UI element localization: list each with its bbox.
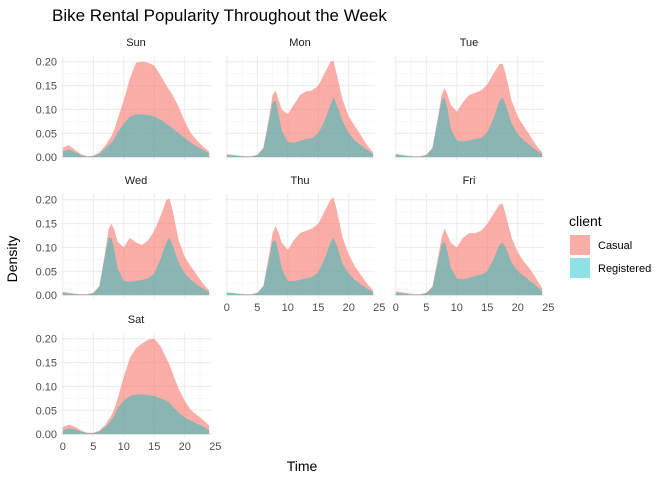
area-casual-tue: [395, 63, 543, 158]
panel-sun: Sun 0.00 0.05 0.10 0.15 0.20: [36, 37, 211, 164]
x-tick-label: 10: [282, 302, 294, 314]
legend-label-casual: Casual: [598, 240, 632, 252]
x-tick-label: 25: [542, 302, 554, 314]
x-tick-label: 5: [423, 302, 429, 314]
x-tick-label: 20: [512, 302, 524, 314]
panel-tue: Tue: [394, 37, 544, 160]
y-tick-label: 0.00: [36, 152, 57, 164]
x-tick-label: 15: [312, 302, 324, 314]
y-tick-label: 0.20: [36, 195, 57, 207]
panel-fri: Fri 0 5 10 15 20 25: [393, 175, 555, 314]
chart-title: Bike Rental Popularity Throughout the We…: [52, 6, 387, 25]
x-tick-label: 5: [254, 302, 260, 314]
panel-mon: Mon: [225, 37, 375, 160]
legend-title: client: [569, 213, 602, 229]
area-registered-fri: [395, 241, 543, 296]
legend-swatch-casual: [570, 235, 590, 255]
area-casual-mon: [226, 60, 374, 158]
area-registered-sun: [62, 114, 210, 158]
panels-group: Sun 0.00 0.05 0.10 0.15 0.20 Mon Tue Wed 0.00 0.05…: [36, 37, 555, 453]
area-registered-mon: [226, 97, 374, 158]
x-tick-label: 0: [224, 302, 230, 314]
x-tick-label: 5: [90, 441, 96, 453]
x-tick-label: 25: [209, 441, 221, 453]
legend-swatch-registered: [570, 258, 590, 278]
area-casual-sun: [62, 61, 210, 158]
x-tick-label: 20: [179, 441, 191, 453]
y-tick-label: 0.20: [36, 334, 57, 346]
y-tick-label: 0.10: [36, 381, 57, 393]
panel-sat: Sat 0.00 0.05 0.10 0.15 0.20 0 5 10 15 20 25: [36, 314, 222, 453]
area-casual-fri: [395, 203, 543, 296]
area-casual-thu: [226, 197, 374, 296]
area-casual-sat: [62, 338, 210, 435]
area-registered-wed: [62, 237, 210, 296]
x-tick-label: 10: [451, 302, 463, 314]
area-registered-thu: [226, 237, 374, 296]
legend-label-registered: Registered: [598, 263, 651, 275]
strip-label-thu: Thu: [291, 175, 310, 187]
y-tick-label: 0.20: [36, 57, 57, 69]
y-tick-label: 0.05: [36, 405, 57, 417]
x-tick-label: 0: [393, 302, 399, 314]
panel-wed: Wed 0.00 0.05 0.10 0.15 0.20: [36, 175, 211, 302]
strip-label-sun: Sun: [126, 37, 146, 49]
area-registered-tue: [395, 97, 543, 158]
strip-label-mon: Mon: [289, 37, 310, 49]
x-tick-label: 0: [60, 441, 66, 453]
x-tick-label: 15: [481, 302, 493, 314]
strip-label-tue: Tue: [460, 37, 479, 49]
y-tick-label: 0.00: [36, 290, 57, 302]
y-tick-label: 0.10: [36, 104, 57, 116]
x-tick-label: 15: [148, 441, 160, 453]
x-tick-label: 25: [373, 302, 385, 314]
y-tick-label: 0.00: [36, 429, 57, 441]
strip-label-sat: Sat: [128, 314, 145, 326]
x-tick-label: 20: [343, 302, 355, 314]
area-casual-wed: [62, 198, 210, 296]
y-tick-label: 0.10: [36, 242, 57, 254]
y-tick-label: 0.15: [36, 81, 57, 93]
legend: client Casual Registered: [569, 213, 651, 278]
y-tick-label: 0.05: [36, 128, 57, 140]
strip-label-fri: Fri: [463, 175, 476, 187]
x-axis-label: Time: [287, 458, 318, 474]
panel-thu: Thu 0 5 10 15 20 25: [224, 175, 386, 314]
area-registered-sat: [62, 394, 210, 435]
y-tick-label: 0.15: [36, 358, 57, 370]
x-tick-label: 10: [118, 441, 130, 453]
y-tick-label: 0.15: [36, 219, 57, 231]
strip-label-wed: Wed: [125, 175, 147, 187]
y-axis-label: Density: [4, 236, 20, 283]
y-tick-label: 0.05: [36, 266, 57, 278]
